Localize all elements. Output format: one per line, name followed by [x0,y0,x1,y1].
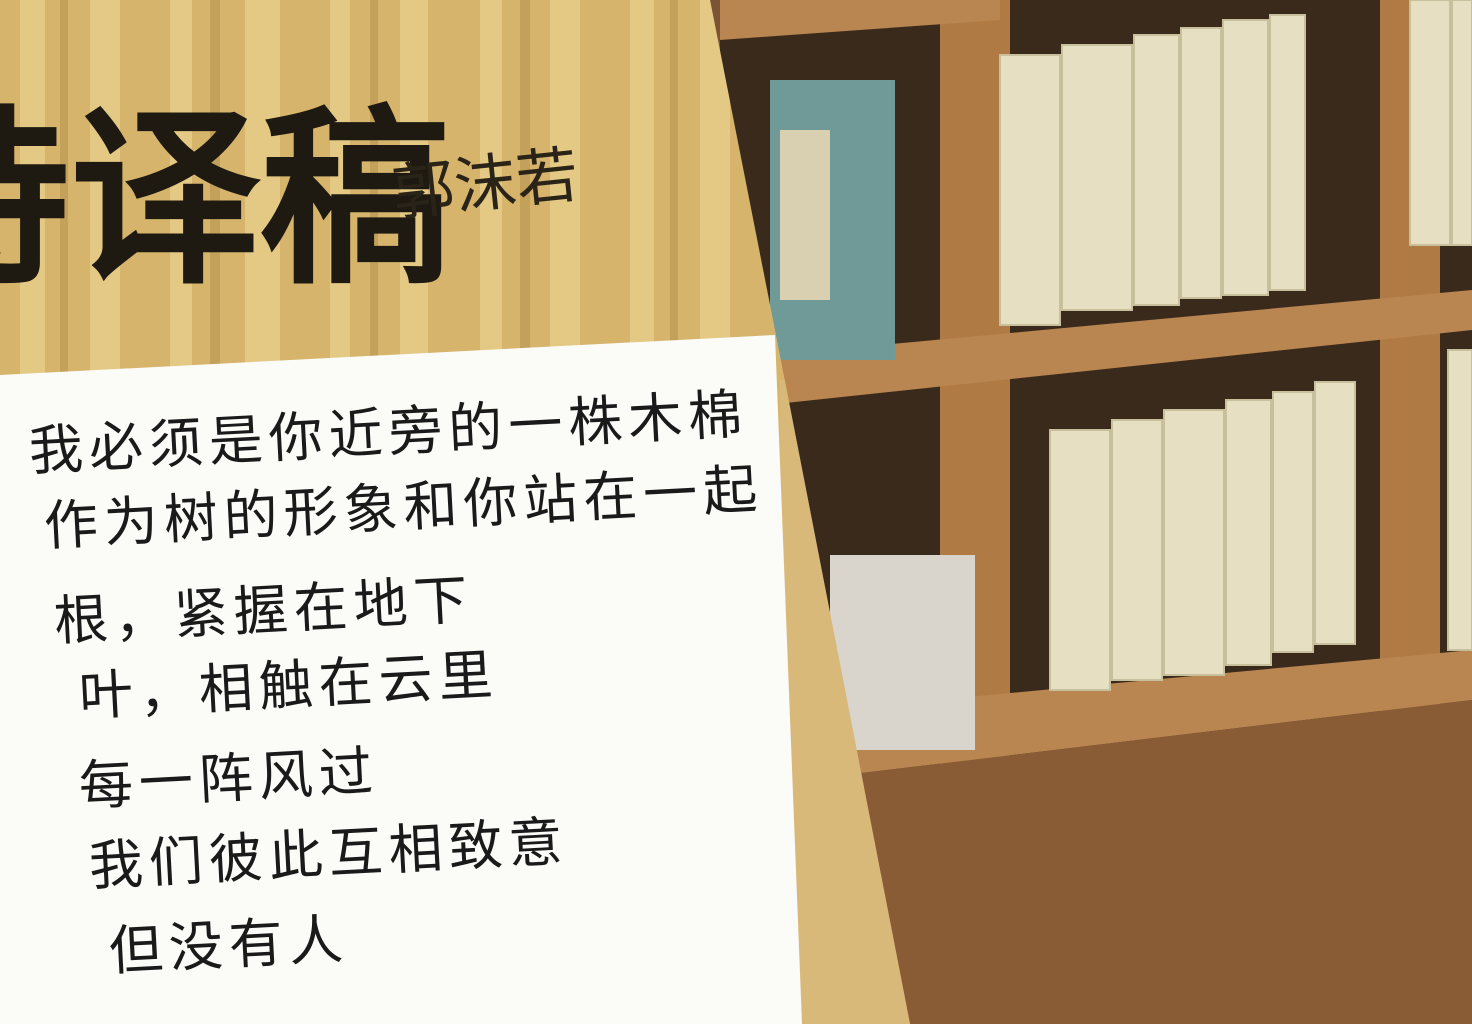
book-label [780,130,830,300]
books-lower [1049,349,1472,691]
shelf-board [720,650,1472,790]
note-paper [0,335,802,1024]
floor [720,700,1472,1024]
card [830,555,975,750]
shelf-board [720,290,1472,410]
shelf-board [720,0,1000,40]
books-upper [999,0,1472,326]
cover-title: 诗译稿 [0,89,450,310]
note-line: 但没有人 [107,910,350,982]
